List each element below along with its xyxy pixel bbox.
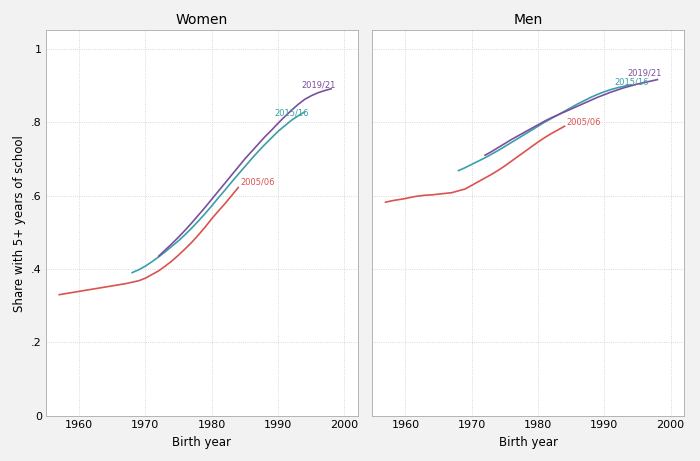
Text: 2015/16: 2015/16 — [615, 77, 649, 86]
Title: Men: Men — [514, 12, 542, 26]
X-axis label: Birth year: Birth year — [172, 436, 231, 449]
Text: 2015/16: 2015/16 — [274, 108, 309, 117]
Text: 2019/21: 2019/21 — [301, 81, 335, 90]
X-axis label: Birth year: Birth year — [498, 436, 558, 449]
Text: 2019/21: 2019/21 — [628, 69, 662, 77]
Title: Women: Women — [176, 12, 228, 26]
Text: 2005/06: 2005/06 — [240, 178, 274, 187]
Text: 2005/06: 2005/06 — [566, 118, 601, 127]
Y-axis label: Share with 5+ years of school: Share with 5+ years of school — [13, 135, 25, 312]
